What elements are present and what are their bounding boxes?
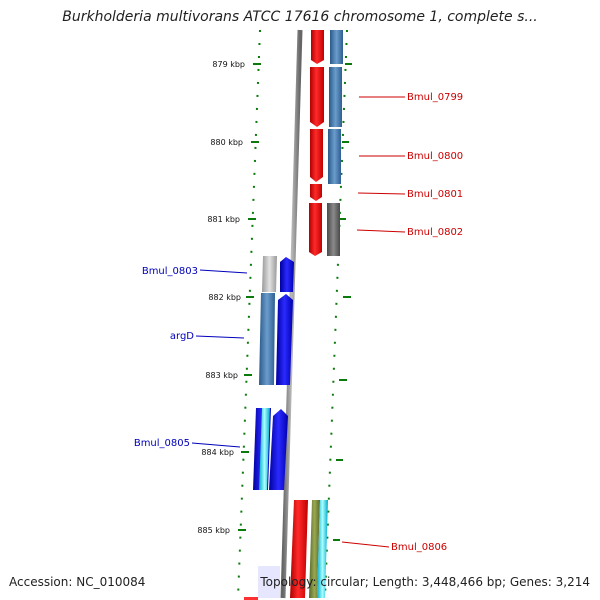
tick-label: 881 kbp (207, 215, 240, 224)
gene-label: Bmul_0800 (407, 151, 463, 162)
cds-feature-bmul0800 (310, 129, 323, 182)
cds-feature-bmul0799 (310, 67, 324, 127)
cds-feature-argd (276, 294, 293, 385)
cds-feature-bmul0801 (310, 184, 322, 201)
misc-feature (258, 566, 280, 598)
tick-label: 882 kbp (208, 293, 241, 302)
reverse-strand-features[interactable] (244, 256, 294, 600)
right-gene-labels: Bmul_0799 Bmul_0800 Bmul_0801 Bmul_0802 … (341, 92, 463, 553)
kbp-ruler: 879 kbp 880 kbp 881 kbp 882 kbp 883 kbp … (197, 60, 261, 535)
gene-feature-bmul0803 (262, 256, 277, 292)
misc-feature-bmul0805 (259, 408, 270, 490)
gene-label: Bmul_0805 (134, 438, 190, 449)
tick-label: 885 kbp (197, 526, 230, 535)
cds-feature-bmul0802 (309, 203, 322, 256)
tick-label: 883 kbp (205, 371, 238, 380)
gene-label: Bmul_0806 (391, 542, 447, 553)
gene-label: Bmul_0803 (142, 266, 198, 277)
tick-label: 879 kbp (212, 60, 245, 69)
minor-ticks (333, 63, 352, 541)
tick-label: 880 kbp (210, 138, 243, 147)
map-title: Burkholderia multivorans ATCC 17616 chro… (62, 9, 538, 25)
misc-feature-bmul0806 (317, 500, 328, 598)
cds-feature-bmul0806 (290, 500, 308, 598)
cds-feature (244, 597, 258, 600)
gene-feature-bmul0799 (329, 67, 342, 127)
gene-label: Bmul_0802 (407, 227, 463, 238)
cds-feature-bmul0805b (269, 409, 288, 490)
forward-strand-features[interactable] (258, 30, 343, 598)
left-gene-labels: Bmul_0803 argD Bmul_0805 (134, 266, 248, 449)
gene-feature-argd (259, 293, 275, 385)
topology-stats-text: Topology: circular; Length: 3,448,466 bp… (260, 575, 590, 589)
cds-feature (311, 30, 324, 64)
tick-label: 884 kbp (201, 448, 234, 457)
gene-feature-bmul0806 (309, 500, 320, 598)
cds-feature (330, 30, 343, 64)
accession-text: Accession: NC_010084 (9, 575, 146, 589)
gene-feature-bmul0802 (327, 203, 340, 256)
cds-feature-bmul0803 (280, 257, 294, 292)
gene-label: Bmul_0799 (407, 92, 463, 103)
gene-label: Bmul_0801 (407, 189, 463, 200)
gene-label: argD (170, 331, 194, 342)
gene-feature-bmul0800 (328, 129, 341, 184)
left-ruler-dots (237, 29, 261, 599)
